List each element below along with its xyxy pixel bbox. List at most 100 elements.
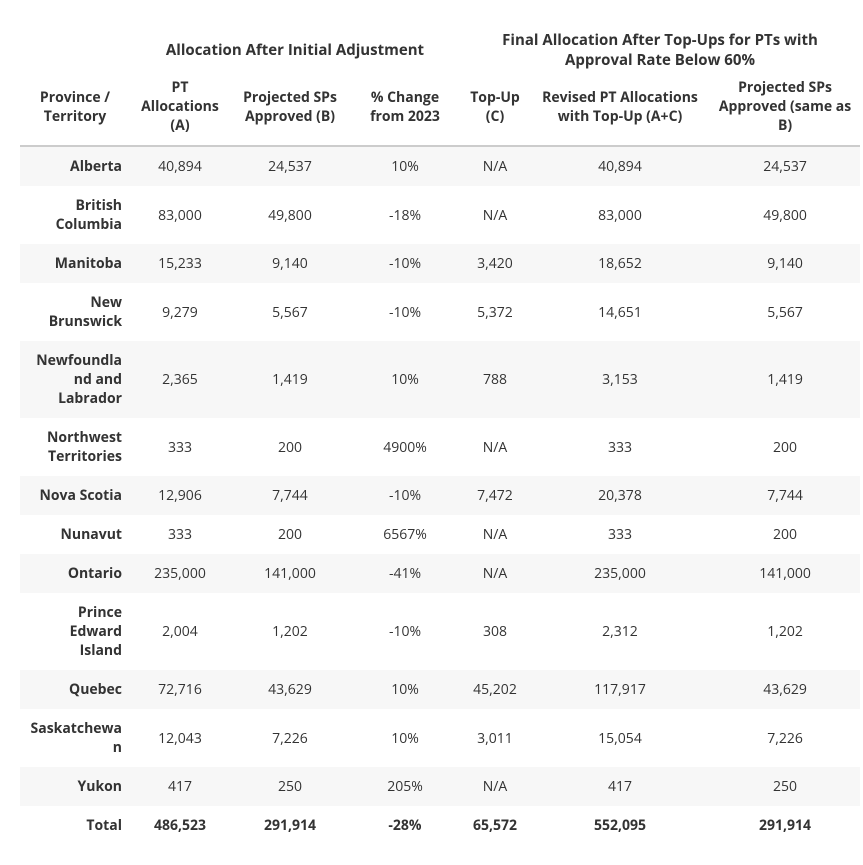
- table-row: Saskatchewan12,0437,22610%3,01115,0547,2…: [20, 709, 860, 767]
- cell-ac: 117,917: [530, 670, 710, 709]
- cell-c: N/A: [460, 554, 530, 593]
- cell-b: 7,744: [230, 476, 350, 515]
- cell-pct: -18%: [350, 186, 460, 244]
- table-row: Manitoba15,2339,140-10%3,42018,6529,140: [20, 244, 860, 283]
- cell-total-a: 486,523: [130, 806, 230, 845]
- cell-a: 12,906: [130, 476, 230, 515]
- cell-b: 250: [230, 767, 350, 806]
- cell-c: 3,011: [460, 709, 530, 767]
- cell-b2: 49,800: [710, 186, 860, 244]
- cell-name: Manitoba: [20, 244, 130, 283]
- cell-c: 7,472: [460, 476, 530, 515]
- cell-b: 9,140: [230, 244, 350, 283]
- cell-a: 9,279: [130, 283, 230, 341]
- cell-b: 1,202: [230, 593, 350, 670]
- cell-a: 2,004: [130, 593, 230, 670]
- cell-pct: 10%: [350, 709, 460, 767]
- cell-ac: 14,651: [530, 283, 710, 341]
- cell-a: 40,894: [130, 146, 230, 186]
- col-pct-change: % Change from 2023: [350, 74, 460, 146]
- cell-pct: 205%: [350, 767, 460, 806]
- table-row: British Columbia83,00049,800-18%N/A83,00…: [20, 186, 860, 244]
- cell-pct: -41%: [350, 554, 460, 593]
- table-row: Alberta40,89424,53710%N/A40,89424,537: [20, 146, 860, 186]
- cell-b2: 1,202: [710, 593, 860, 670]
- cell-pct: -10%: [350, 476, 460, 515]
- cell-name: Newfoundland and Labrador: [20, 341, 130, 418]
- cell-b2: 43,629: [710, 670, 860, 709]
- cell-b2: 200: [710, 515, 860, 554]
- cell-c: 45,202: [460, 670, 530, 709]
- cell-total-name: Total: [20, 806, 130, 845]
- cell-c: 788: [460, 341, 530, 418]
- column-header-row: Province / Territory PT Allocations (A) …: [20, 74, 860, 146]
- cell-b2: 9,140: [710, 244, 860, 283]
- group-header-final: Final Allocation After Top-Ups for PTs w…: [460, 20, 860, 74]
- cell-c: N/A: [460, 418, 530, 476]
- cell-name: New Brunswick: [20, 283, 130, 341]
- cell-c: N/A: [460, 767, 530, 806]
- table-row: Northwest Territories3332004900%N/A33320…: [20, 418, 860, 476]
- table-body: Alberta40,89424,53710%N/A40,89424,537Bri…: [20, 146, 860, 845]
- cell-c: N/A: [460, 186, 530, 244]
- group-header-initial: Allocation After Initial Adjustment: [130, 20, 460, 74]
- cell-total-b2: 291,914: [710, 806, 860, 845]
- cell-c: N/A: [460, 146, 530, 186]
- cell-name: Alberta: [20, 146, 130, 186]
- cell-pct: 10%: [350, 146, 460, 186]
- cell-c: 3,420: [460, 244, 530, 283]
- cell-b: 5,567: [230, 283, 350, 341]
- cell-name: Quebec: [20, 670, 130, 709]
- cell-b: 49,800: [230, 186, 350, 244]
- cell-ac: 2,312: [530, 593, 710, 670]
- col-top-up: Top-Up (C): [460, 74, 530, 146]
- group-header-blank: [20, 20, 130, 74]
- cell-a: 12,043: [130, 709, 230, 767]
- cell-ac: 83,000: [530, 186, 710, 244]
- cell-ac: 417: [530, 767, 710, 806]
- cell-pct: -10%: [350, 593, 460, 670]
- table-row: Prince Edward Island2,0041,202-10%3082,3…: [20, 593, 860, 670]
- cell-total-pct: -28%: [350, 806, 460, 845]
- table-row: Nunavut3332006567%N/A333200: [20, 515, 860, 554]
- cell-total-c: 65,572: [460, 806, 530, 845]
- table-row: Nova Scotia12,9067,744-10%7,47220,3787,7…: [20, 476, 860, 515]
- cell-name: British Columbia: [20, 186, 130, 244]
- allocations-table: Allocation After Initial Adjustment Fina…: [20, 20, 860, 845]
- col-province: Province / Territory: [20, 74, 130, 146]
- cell-b: 200: [230, 418, 350, 476]
- cell-b: 24,537: [230, 146, 350, 186]
- cell-a: 417: [130, 767, 230, 806]
- cell-b2: 7,226: [710, 709, 860, 767]
- cell-pct: 10%: [350, 670, 460, 709]
- cell-b2: 5,567: [710, 283, 860, 341]
- cell-ac: 333: [530, 515, 710, 554]
- cell-total-ac: 552,095: [530, 806, 710, 845]
- cell-b: 43,629: [230, 670, 350, 709]
- cell-b2: 7,744: [710, 476, 860, 515]
- cell-pct: 6567%: [350, 515, 460, 554]
- col-projected-sps-2: Projected SPs Approved (same as B): [710, 74, 860, 146]
- table-row: Quebec72,71643,62910%45,202117,91743,629: [20, 670, 860, 709]
- cell-a: 83,000: [130, 186, 230, 244]
- cell-b: 7,226: [230, 709, 350, 767]
- cell-b2: 250: [710, 767, 860, 806]
- cell-ac: 18,652: [530, 244, 710, 283]
- cell-name: Saskatchewan: [20, 709, 130, 767]
- cell-c: N/A: [460, 515, 530, 554]
- cell-a: 235,000: [130, 554, 230, 593]
- cell-ac: 20,378: [530, 476, 710, 515]
- cell-name: Ontario: [20, 554, 130, 593]
- cell-name: Prince Edward Island: [20, 593, 130, 670]
- cell-a: 15,233: [130, 244, 230, 283]
- cell-b: 200: [230, 515, 350, 554]
- cell-a: 2,365: [130, 341, 230, 418]
- cell-ac: 15,054: [530, 709, 710, 767]
- cell-name: Nova Scotia: [20, 476, 130, 515]
- cell-b: 1,419: [230, 341, 350, 418]
- table-row: New Brunswick9,2795,567-10%5,37214,6515,…: [20, 283, 860, 341]
- cell-name: Yukon: [20, 767, 130, 806]
- cell-total-b: 291,914: [230, 806, 350, 845]
- cell-c: 308: [460, 593, 530, 670]
- table-row: Ontario235,000141,000-41%N/A235,000141,0…: [20, 554, 860, 593]
